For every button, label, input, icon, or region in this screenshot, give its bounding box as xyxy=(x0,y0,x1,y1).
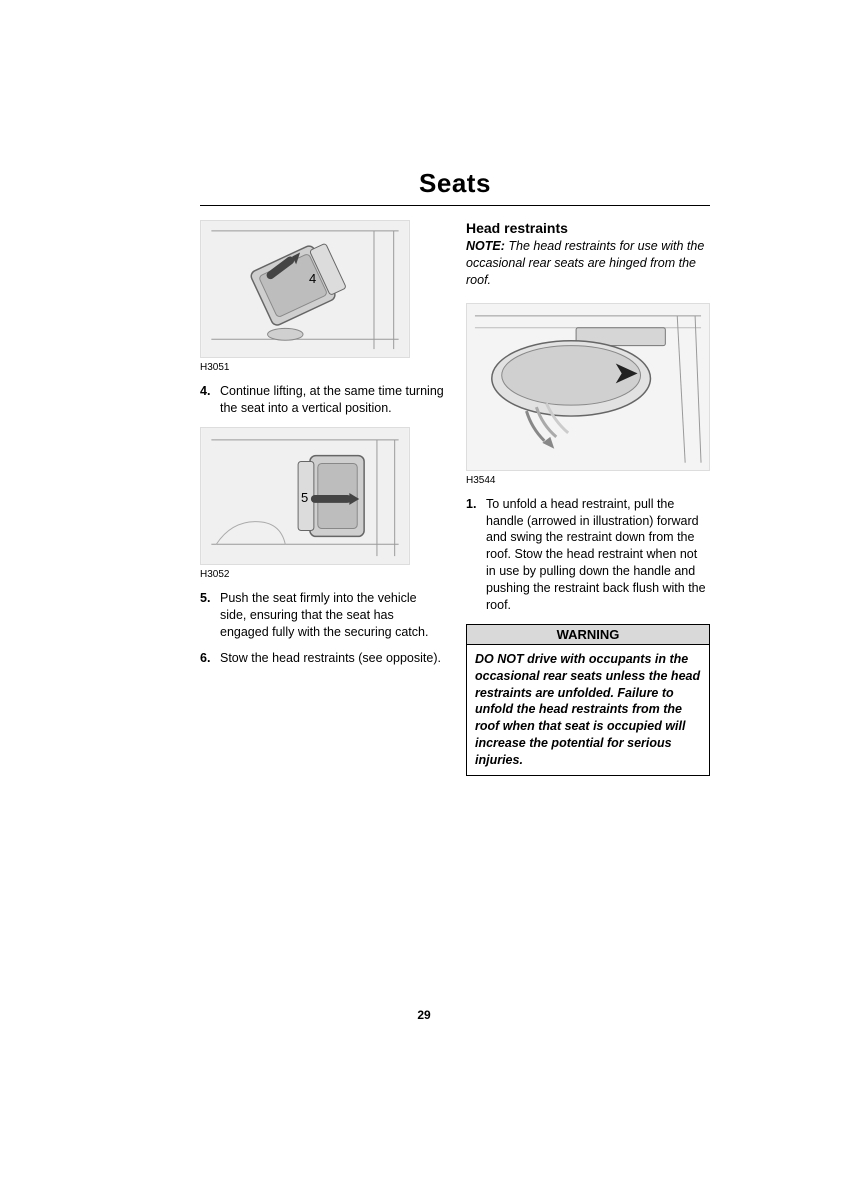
content-columns: 4 H3051 4. Continue lifting, at the same… xyxy=(200,220,710,776)
seat-diagram-1-icon xyxy=(201,221,409,357)
right-column: Head restraints NOTE: The head restraint… xyxy=(466,220,710,776)
figure-h3051: 4 xyxy=(200,220,410,358)
figure1-caption: H3051 xyxy=(200,362,444,373)
step-5-number: 5. xyxy=(200,590,220,641)
step-6-number: 6. xyxy=(200,650,220,667)
figure2-callout: 5 xyxy=(301,490,308,505)
step-1-number: 1. xyxy=(466,496,486,614)
left-column: 4 H3051 4. Continue lifting, at the same… xyxy=(200,220,444,776)
step-5-text: Push the seat firmly into the vehicle si… xyxy=(220,590,444,641)
step-4: 4. Continue lifting, at the same time tu… xyxy=(200,383,444,417)
figure3-caption: H3544 xyxy=(466,475,710,486)
figure-h3052: 5 xyxy=(200,427,410,565)
step-4-number: 4. xyxy=(200,383,220,417)
page-title: Seats xyxy=(200,168,710,205)
figure2-caption: H3052 xyxy=(200,569,444,580)
step-1-right: 1. To unfold a head restraint, pull the … xyxy=(466,496,710,614)
note-label: NOTE: xyxy=(466,239,505,253)
figure-h3544 xyxy=(466,303,710,471)
warning-body: DO NOT drive with occupants in the occas… xyxy=(467,645,709,775)
step-6: 6. Stow the head restraints (see opposit… xyxy=(200,650,444,667)
step-1-text: To unfold a head restraint, pull the han… xyxy=(486,496,710,614)
head-restraint-diagram-icon xyxy=(467,304,709,471)
step-4-text: Continue lifting, at the same time turni… xyxy=(220,383,444,417)
step-5: 5. Push the seat firmly into the vehicle… xyxy=(200,590,444,641)
figure1-callout: 4 xyxy=(309,271,316,286)
head-restraints-subhead: Head restraints xyxy=(466,220,710,236)
warning-box: WARNING DO NOT drive with occupants in t… xyxy=(466,624,710,776)
head-restraints-note: NOTE: The head restraints for use with t… xyxy=(466,238,710,289)
warning-header: WARNING xyxy=(467,625,709,645)
page-number: 29 xyxy=(0,1008,848,1022)
title-rule xyxy=(200,205,710,206)
step-6-text: Stow the head restraints (see opposite). xyxy=(220,650,444,667)
